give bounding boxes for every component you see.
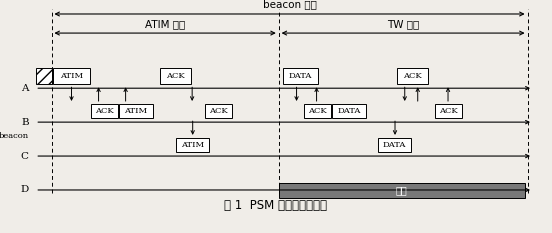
Text: ACK: ACK [403, 72, 422, 80]
Bar [434, 104, 461, 118]
Bar [332, 104, 366, 118]
Text: ATIM: ATIM [124, 107, 147, 115]
Bar [176, 138, 209, 152]
Text: ACK: ACK [439, 107, 458, 115]
Text: ATIM 窗口: ATIM 窗口 [145, 19, 185, 29]
Bar [283, 69, 318, 84]
Text: ATIM: ATIM [60, 72, 83, 80]
Text: DATA: DATA [337, 107, 360, 115]
Text: 图 1  PSM 协议的工作过程: 图 1 PSM 协议的工作过程 [225, 199, 327, 212]
Text: ATIM: ATIM [181, 141, 204, 149]
Bar [119, 104, 153, 118]
Text: TW 窗口: TW 窗口 [387, 19, 420, 29]
Bar [160, 69, 191, 84]
Text: DATA: DATA [289, 72, 312, 80]
Bar [397, 69, 428, 84]
Bar [279, 183, 525, 198]
Bar [91, 104, 118, 118]
Text: 睡眠: 睡眠 [396, 185, 407, 195]
Bar [205, 104, 232, 118]
Text: beacon: beacon [0, 132, 29, 140]
Text: ACK: ACK [209, 107, 227, 115]
Bar [53, 69, 90, 84]
Text: B: B [21, 118, 29, 127]
Text: A: A [22, 84, 29, 93]
Text: ACK: ACK [308, 107, 327, 115]
Text: ACK: ACK [95, 107, 114, 115]
Text: beacon 周期: beacon 周期 [263, 0, 316, 9]
Text: ACK: ACK [166, 72, 185, 80]
Bar [378, 138, 411, 152]
Text: DATA: DATA [383, 141, 406, 149]
Text: C: C [21, 151, 29, 161]
Bar [36, 69, 51, 84]
Text: D: D [20, 185, 29, 195]
Bar [304, 104, 331, 118]
